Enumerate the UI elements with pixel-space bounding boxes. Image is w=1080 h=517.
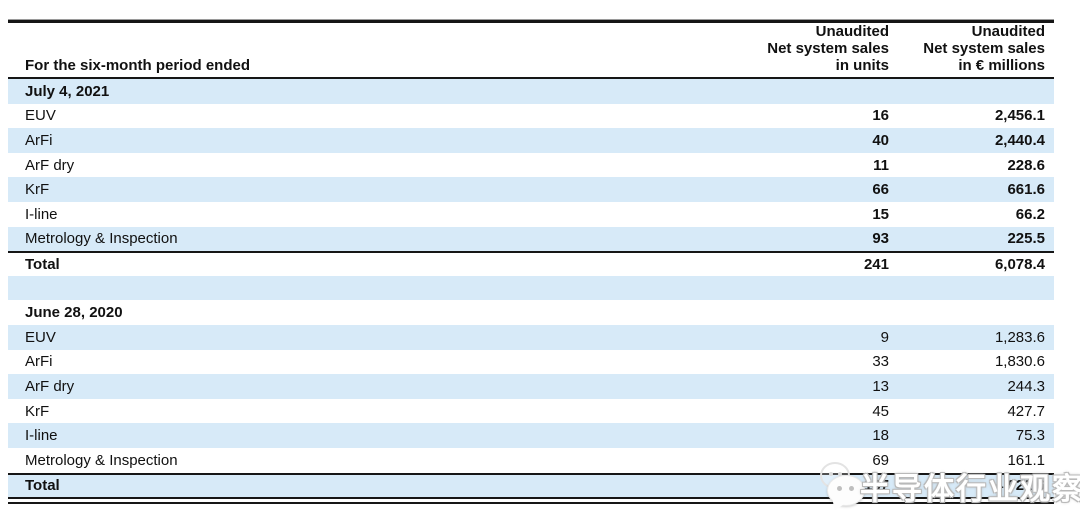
table-row: Metrology & Inspection 93 225.5: [8, 226, 1054, 252]
units-value: 33: [872, 353, 889, 371]
table-header: For the six-month period ended Unaudited…: [8, 23, 1054, 79]
total-row: Total 241 6,078.4: [8, 251, 1054, 276]
total-label: Total: [25, 477, 60, 495]
units-value: 11: [873, 156, 889, 174]
millions-value: 75.3: [1015, 427, 1045, 445]
table-row: ArF dry 11 228.6: [8, 153, 1054, 178]
units-value: 66: [872, 181, 889, 199]
row-label: ArFi: [25, 353, 53, 371]
table-row: I-line 18 75.3: [8, 423, 1054, 448]
row-label: I-line: [25, 205, 58, 223]
table-row: KrF 45 427.7: [8, 399, 1054, 424]
row-label: I-line: [25, 427, 58, 445]
row-label: ArF dry: [25, 377, 75, 395]
total-millions-value: 6,078.4: [994, 255, 1045, 273]
row-label: KrF: [25, 181, 50, 199]
spacer-row: [8, 275, 1054, 301]
sales-table: For the six-month period ended Unaudited…: [8, 19, 1080, 513]
units-value: 93: [872, 230, 889, 248]
section-title-row: July 4, 2021: [8, 79, 1054, 104]
millions-header-line1: Unaudited: [971, 23, 1045, 40]
section-title: July 4, 2021: [25, 82, 110, 100]
table-row: EUV 16 2,456.1: [8, 104, 1054, 129]
millions-value: 244.3: [1007, 377, 1045, 395]
row-label: KrF: [25, 402, 50, 420]
top-rule: [8, 19, 1054, 23]
units-value: 69: [872, 451, 889, 469]
total-label: Total: [25, 255, 60, 273]
millions-value: 2,440.4: [994, 131, 1045, 149]
row-label: ArF dry: [25, 156, 75, 174]
millions-value: 66.2: [1015, 205, 1045, 223]
table-row: ArF dry 13 244.3: [8, 374, 1054, 399]
millions-value: 661.6: [1007, 181, 1045, 199]
section-title: June 28, 2020: [25, 304, 123, 322]
millions-value: 161.1: [1007, 451, 1045, 469]
units-value: 15: [872, 205, 889, 223]
table-row: I-line 15 66.2: [8, 202, 1054, 227]
period-column-header: For the six-month period ended: [25, 57, 251, 74]
units-header-line2: Net system sales: [767, 40, 889, 57]
table-row: KrF 66 661.6: [8, 177, 1054, 202]
table-row: ArFi 33 1,830.6: [8, 350, 1054, 375]
section-2021: July 4, 2021 EUV 16 2,456.1 ArFi 40 2,44…: [8, 79, 1054, 276]
table-row: ArFi 40 2,440.4: [8, 128, 1054, 153]
units-header-line3: in units: [835, 57, 889, 74]
row-label: ArFi: [25, 131, 53, 149]
millions-value: 2,456.1: [994, 107, 1045, 125]
units-value: 45: [872, 402, 889, 420]
millions-value: 1,830.6: [994, 353, 1045, 371]
units-header-line1: Unaudited: [815, 23, 889, 40]
table-row: EUV 9 1,283.6: [8, 324, 1054, 350]
millions-header-line3: in € millions: [958, 57, 1045, 74]
units-value: 9: [880, 328, 889, 346]
total-millions-value: 4,022.6: [994, 477, 1045, 495]
units-value: 40: [872, 131, 889, 149]
table-row: Metrology & Inspection 69 161.1: [8, 448, 1054, 473]
row-label: Metrology & Inspection: [25, 230, 178, 248]
millions-header-line2: Net system sales: [923, 40, 1045, 57]
section-title-row: June 28, 2020: [8, 300, 1054, 325]
units-column-header: Unaudited Net system sales in units: [739, 23, 889, 77]
row-label: EUV: [25, 328, 56, 346]
total-row: Total 187 4,022.6: [8, 472, 1054, 498]
bottom-rule: [8, 497, 1054, 505]
millions-value: 225.5: [1007, 230, 1045, 248]
row-label: Metrology & Inspection: [25, 451, 178, 469]
units-value: 16: [872, 107, 889, 125]
units-value: 13: [872, 377, 889, 395]
millions-value: 427.7: [1007, 402, 1045, 420]
units-value: 18: [872, 427, 889, 445]
total-units-value: 187: [863, 477, 889, 495]
millions-value: 228.6: [1007, 156, 1045, 174]
section-2020: June 28, 2020 EUV 9 1,283.6 ArFi 33 1,83…: [8, 300, 1054, 498]
total-units-value: 241: [863, 255, 889, 273]
millions-column-header: Unaudited Net system sales in € millions: [889, 23, 1054, 77]
row-label: EUV: [25, 107, 56, 125]
millions-value: 1,283.6: [994, 328, 1045, 346]
